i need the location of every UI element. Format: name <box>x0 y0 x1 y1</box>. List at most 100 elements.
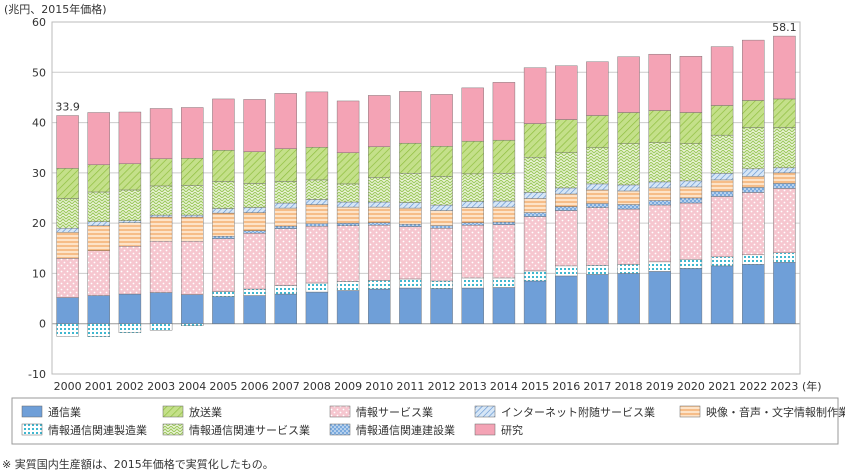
bar-segment <box>523 212 547 217</box>
bar-segment <box>742 187 765 193</box>
bar-segment <box>555 65 578 120</box>
bar-segment <box>492 200 516 208</box>
bar-segment <box>617 184 640 192</box>
bar-segment <box>243 295 266 324</box>
bar-segment <box>118 111 142 165</box>
bar-segment <box>710 173 734 181</box>
bar-segment <box>617 208 640 265</box>
bar-segment <box>710 265 734 324</box>
bar-segment <box>648 181 671 189</box>
bar-segment <box>212 208 235 214</box>
bar-segment <box>181 214 204 218</box>
bar-segment <box>399 202 422 209</box>
y-tick-label: 60 <box>32 16 46 29</box>
bar-segment <box>773 98 796 128</box>
bar-segment <box>555 210 578 267</box>
bar-segment <box>399 142 422 174</box>
x-axis-unit-label: (年) <box>802 379 822 393</box>
bar-segment <box>710 179 734 192</box>
legend-swatch <box>162 423 184 436</box>
bar-segment <box>274 93 297 149</box>
bar-segment <box>461 87 484 142</box>
bar-segment <box>149 214 173 218</box>
bar-segment <box>56 227 79 233</box>
bar-segment <box>773 35 796 100</box>
bar-segment <box>430 227 453 282</box>
bar-segment <box>212 150 235 182</box>
bar-segment <box>617 143 640 186</box>
bar-segment <box>492 206 516 223</box>
bar-segment <box>118 323 142 333</box>
x-tick-label: 2000 <box>54 380 82 393</box>
bar-segment <box>710 256 734 267</box>
bar-segment <box>212 98 235 151</box>
bar-segment <box>492 173 516 202</box>
bar-segment <box>710 105 734 136</box>
bar-segment <box>336 290 360 324</box>
bar-segment <box>305 223 329 227</box>
legend-label: 通信業 <box>48 406 81 419</box>
bar-segment <box>555 206 578 211</box>
legend-label: 研究 <box>501 423 523 437</box>
x-tick-label: 2022 <box>739 380 767 393</box>
bar-segment <box>523 192 547 199</box>
bar-segment <box>274 225 297 229</box>
bar-segment <box>274 148 297 182</box>
x-tick-label: 2015 <box>521 380 549 393</box>
bar-segment <box>368 206 391 223</box>
y-tick-label: -10 <box>28 368 46 381</box>
bar-segment <box>274 207 297 227</box>
bar-segment <box>773 167 796 174</box>
bar-segment <box>679 55 703 113</box>
y-tick-label: 40 <box>32 117 46 130</box>
bar-segment <box>710 134 734 174</box>
bar-segment <box>87 250 110 296</box>
bar-segment <box>492 139 516 174</box>
bar-segment <box>305 225 329 284</box>
bar-segment <box>492 277 516 288</box>
bar-segment <box>555 193 578 207</box>
x-tick-label: 2003 <box>147 380 175 393</box>
y-tick-label: 10 <box>32 267 46 280</box>
bar-segment <box>243 151 266 184</box>
bar-segment <box>87 191 110 222</box>
bar-segment <box>368 224 391 281</box>
bar-segment <box>56 297 79 324</box>
bar-segment <box>773 262 796 324</box>
x-tick-label: 2010 <box>365 380 393 393</box>
bar-segment <box>648 187 671 201</box>
bar-segment <box>305 179 329 200</box>
x-tick-label: 2017 <box>583 380 611 393</box>
bar-segment <box>773 183 796 189</box>
bar-segment <box>586 207 609 266</box>
bar-segment <box>368 146 391 178</box>
bar-segment <box>523 270 547 282</box>
bar-segment <box>430 288 453 324</box>
x-tick-label: 2019 <box>646 380 674 393</box>
bar-segment <box>648 53 671 111</box>
bar-segment <box>118 246 142 295</box>
bar-segment <box>648 271 671 324</box>
bar-segment <box>336 152 360 185</box>
bar-segment <box>430 225 453 229</box>
bar-segment <box>492 224 516 279</box>
bar-segment <box>648 200 671 206</box>
bar-segment <box>679 268 703 324</box>
bar-segment <box>212 296 235 324</box>
bar-segment <box>742 39 765 101</box>
x-tick-label: 2013 <box>459 380 487 393</box>
bar-segment <box>430 176 453 206</box>
bar-segment <box>586 203 609 208</box>
bar-segment <box>461 222 484 226</box>
x-tick-label: 2016 <box>552 380 580 393</box>
legend-swatch <box>474 405 496 418</box>
x-tick-label: 2020 <box>677 380 705 393</box>
bar-segment <box>617 56 640 113</box>
legend-swatch <box>679 405 701 418</box>
bar-segment <box>305 147 329 181</box>
plot-frame <box>51 21 801 375</box>
x-tick-label: 2007 <box>272 380 300 393</box>
legend-label: 情報通信関連建設業 <box>356 423 455 437</box>
y-tick-label: 20 <box>32 217 46 230</box>
